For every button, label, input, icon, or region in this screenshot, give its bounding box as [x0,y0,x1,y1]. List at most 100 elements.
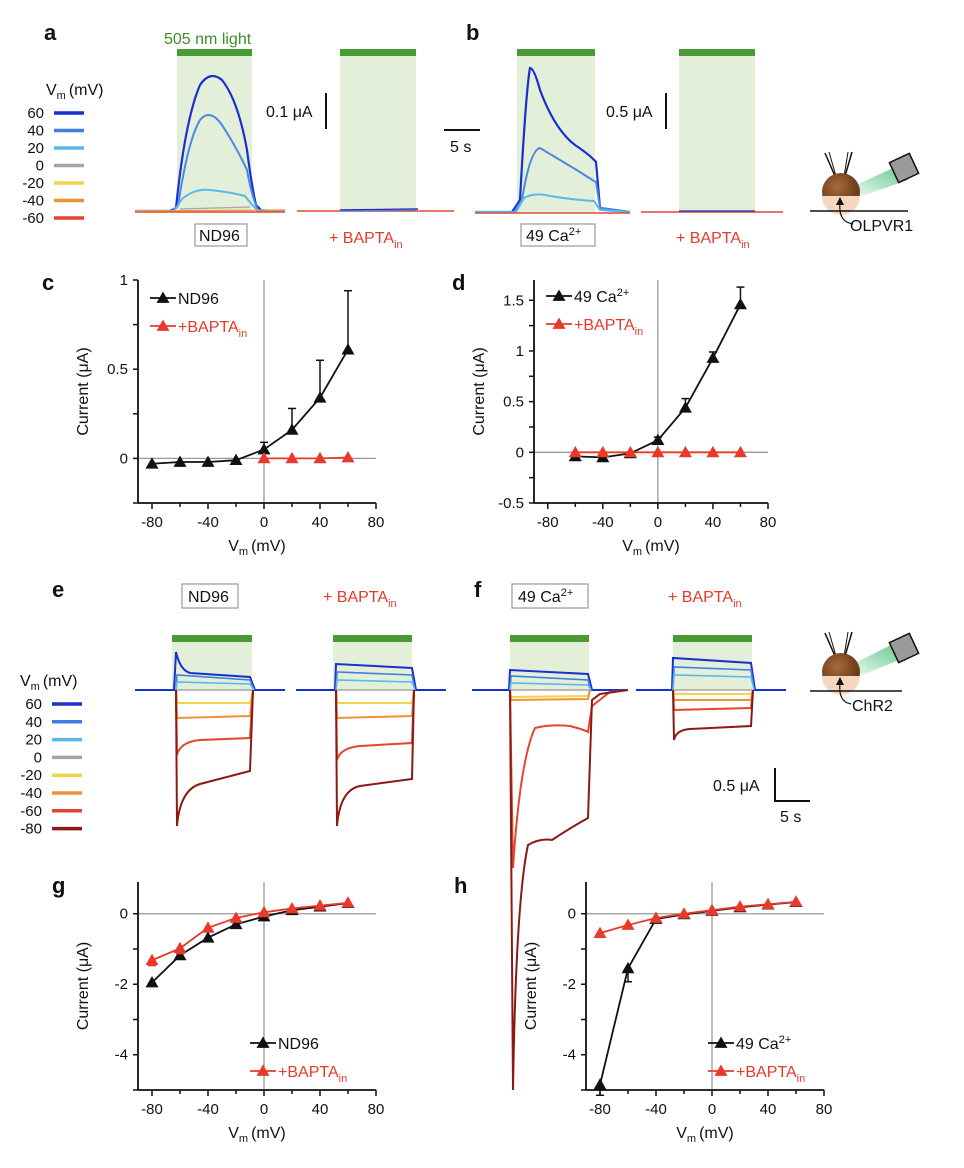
data-point-marker [651,445,665,458]
data-point-marker [621,961,635,974]
legend-marker [156,319,170,331]
panel-letter-c: c [42,270,54,295]
oocyte-schematic-bottom: ChR2 [810,631,920,715]
data-point-marker [257,442,271,455]
data-point-marker [678,401,692,413]
data-point-marker [173,948,187,961]
light-window-b2 [679,52,755,212]
trace-a-nd96-minus20 [134,209,286,212]
legend-label: 49 Ca2+ [574,287,629,306]
legend-label: +BAPTAin [278,1064,347,1085]
x-tick-label: -80 [589,1101,611,1118]
x-tick-label: 0 [654,514,662,531]
data-point-marker [145,953,159,966]
traces-b-bapta [641,210,783,213]
y-tick-label: 0.5 [107,361,128,378]
series-line [151,349,349,465]
condition-bapta-f: + BAPTAin [668,589,742,610]
legend-marker [156,291,170,303]
light-bar-f1 [510,635,589,642]
condition-ca49-b: 49 Ca2+ [520,223,596,247]
scale-bar-a-label: 0.1 μA [266,104,313,121]
data-point-marker [706,351,720,363]
data-point-marker [596,445,610,458]
opsin-arrow-bottom [839,682,852,705]
legend-marker [552,317,566,329]
trace-a-nd96-20 [135,188,285,212]
panel-letter-b: b [466,20,479,45]
y-axis-label: Current (μA) [523,942,540,1030]
condition-ca49-f: 49 Ca2+ [511,583,589,609]
data-point-marker [341,451,355,463]
data-point-marker [733,445,747,458]
data-point-marker [568,445,582,458]
data-point-marker [145,457,159,469]
legend-label: ND96 [278,1036,319,1053]
data-point-marker [201,455,215,467]
x-axis-label: Vm (mV) [622,538,680,558]
condition-bapta-b: + BAPTAin [676,230,750,251]
scale-bar-time-top: 5 s [444,129,480,156]
data-point-marker [201,931,215,943]
panel-letter-h: h [454,873,467,898]
legend-bottom-item-label: 60 [25,696,42,713]
chart-c: -80 -40 0 40 80 0 0.5 1 Vm (mV) Current (μA) ND96 +B… [75,272,384,558]
opsin-label-bottom: ChR2 [852,698,893,715]
traces-f-bapta [636,656,786,741]
data-point-marker [201,921,215,933]
light-stimulus-bottom [172,635,752,690]
legend-top-item-label: 40 [27,123,44,140]
scale-bar-ef: 0.5 μA 5 s [713,768,810,826]
scale-bar-time-top-label: 5 s [450,139,471,156]
series-line [151,901,349,962]
x-axis-label: Vm (mV) [676,1125,734,1145]
x-tick-label: 80 [368,514,385,531]
scale-bar-b-label: 0.5 μA [606,104,653,121]
legend-label: 49 Ca2+ [736,1034,791,1053]
data-point-marker [649,911,663,923]
data-point-marker [173,455,187,467]
legend-label: +BAPTAin [574,317,643,338]
y-tick-label: -0.5 [498,495,524,512]
traces-e-bapta [296,662,446,827]
data-point-marker [623,445,637,458]
x-tick-label: 80 [368,1101,385,1118]
y-tick-label: -4 [563,1047,576,1064]
data-point-marker [705,903,719,916]
data-point-marker [761,897,775,910]
legend-bottom-item-label: -20 [20,767,42,784]
condition-nd96-a: ND96 [194,223,248,247]
scale-bar-b: 0.5 μA [606,93,667,129]
data-point-marker [257,905,271,918]
x-tick-label: 40 [312,514,329,531]
light-bar-b2 [679,49,755,56]
trace-a-nd96-60 [135,74,285,213]
panel-letter-d: d [452,270,465,295]
legend-label: ND96 [178,291,219,308]
data-point-marker [313,899,327,911]
oocyte-schematic-top: OLPVR1 [810,151,920,235]
panel-letter-a: a [44,20,57,45]
traces-e-nd96 [135,651,285,827]
light-label: 505 nm light [164,31,252,48]
trace-a-bapta-40 [339,209,417,212]
y-tick-label: 0 [568,906,576,923]
x-axis-label: Vm (mV) [228,538,286,558]
y-tick-label: 0.5 [503,394,524,411]
opsin-arrow-top [839,202,854,225]
scale-bar-ef-current-label: 0.5 μA [713,778,760,795]
chart-g: -80 -40 0 40 80 -4 -2 0 Vm (mV) Current (μA) ND96 +B… [75,882,384,1145]
traces-b-ca49 [475,66,631,214]
x-tick-label: -40 [197,514,219,531]
legend-label: +BAPTAin [736,1064,805,1085]
data-point-marker [593,926,607,938]
y-tick-label: 1 [516,343,524,360]
legend-bottom-item-label: -40 [20,785,42,802]
x-tick-label: 40 [705,514,722,531]
x-tick-label: 0 [260,1101,268,1118]
legend-bottom-item-label: -60 [20,803,42,820]
light-bar-b1 [517,49,595,56]
